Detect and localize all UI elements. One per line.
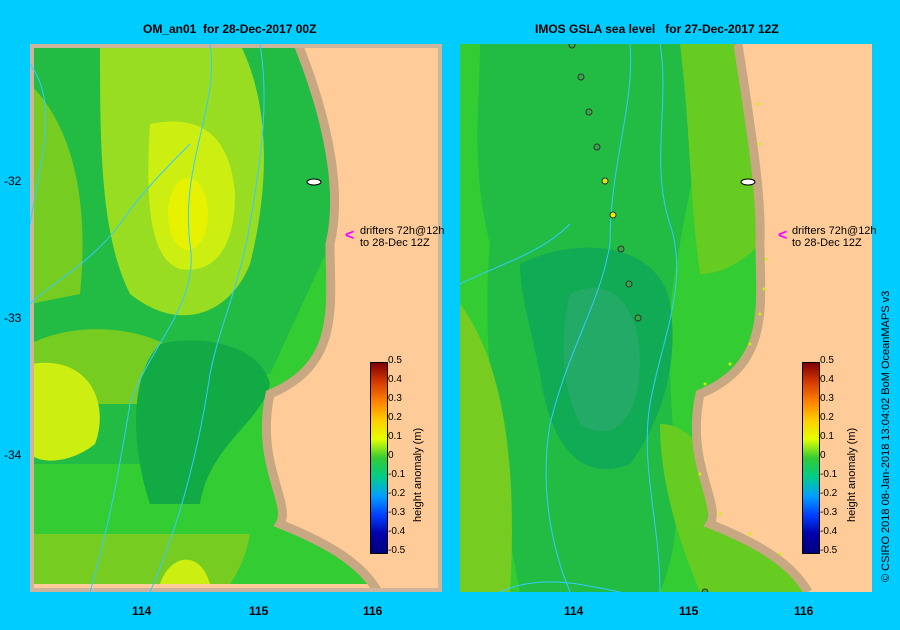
anomaly-zone-teal — [563, 287, 640, 432]
lon-tick-label: 114 — [132, 604, 152, 618]
drifter-arrow-icon: < — [778, 227, 788, 244]
lat-tick-label: -34 — [4, 448, 22, 462]
lon-tick-label: 116 — [363, 604, 383, 618]
lon-tick-label: 115 — [249, 604, 269, 618]
left-map-canvas — [30, 44, 442, 592]
lon-tick-label: 115 — [679, 604, 699, 618]
land-mass — [266, 44, 442, 592]
colorbar-right — [802, 362, 820, 554]
bathymetry-contours — [460, 44, 678, 592]
anomaly-zone-light-green — [30, 534, 250, 584]
right-map-panel[interactable]: 0.5 0.4 0.3 0.2 0.1 0 -0.1 -0.2 -0.3 -0.… — [460, 44, 872, 592]
lon-tick-label: 114 — [564, 604, 584, 618]
anomaly-zone-light-green — [680, 44, 760, 274]
coastline — [691, 44, 812, 592]
credit-text: © CSIRO 2018 08-Jan-2018 13:04:02 BoM Oc… — [880, 290, 892, 582]
right-panel-title: IMOS GSLA sea level for 27-Dec-2017 12Z — [535, 22, 779, 36]
right-map-canvas — [460, 44, 872, 592]
coastline — [261, 44, 382, 592]
land-mass — [696, 44, 872, 592]
anomaly-zone-yellow-green — [160, 559, 210, 584]
anomaly-zone-light-green — [460, 304, 512, 592]
island — [306, 178, 322, 186]
drifter-note-left: drifters 72h@12h to 28-Dec 12Z — [360, 225, 445, 249]
colorbar-label-right: height anomaly (m) — [846, 427, 858, 522]
anomaly-zone-light-green — [660, 424, 805, 592]
anomaly-zone-dark-green — [136, 340, 270, 504]
coastal-drifter-dots — [698, 102, 782, 556]
lat-tick-label: -32 — [4, 174, 22, 188]
bathymetry-contours — [30, 44, 265, 592]
left-panel-title: OM_an01 for 28-Dec-2017 00Z — [143, 22, 317, 36]
lon-tick-label: 116 — [794, 604, 814, 618]
drifter-track — [568, 44, 709, 592]
drifter-note-right: drifters 72h@12h to 28-Dec 12Z — [792, 225, 877, 249]
left-map-panel[interactable]: 0.5 0.4 0.3 0.2 0.1 0 -0.1 -0.2 -0.3 -0.… — [30, 44, 442, 592]
lat-tick-label: -33 — [4, 311, 22, 325]
colorbar-left — [370, 362, 388, 554]
colorbar-label-left: height anomaly (m) — [412, 427, 424, 522]
anomaly-zone-light-green — [30, 84, 83, 304]
island — [740, 178, 756, 186]
drifter-arrow-icon: < — [345, 227, 355, 244]
anomaly-zone-yellow-green — [30, 362, 100, 461]
